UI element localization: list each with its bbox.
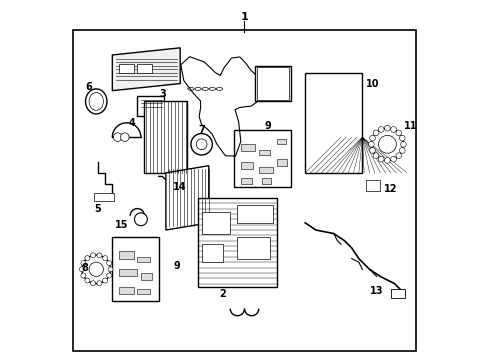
Circle shape <box>372 130 378 136</box>
Circle shape <box>384 125 389 131</box>
Circle shape <box>395 153 401 158</box>
Bar <box>119 64 134 73</box>
Text: 5: 5 <box>95 203 101 213</box>
Bar <box>233 130 290 187</box>
Circle shape <box>81 273 86 278</box>
Circle shape <box>378 135 395 153</box>
Bar <box>257 67 288 100</box>
Circle shape <box>134 213 147 226</box>
Bar <box>94 193 114 202</box>
Bar <box>198 198 276 287</box>
Polygon shape <box>112 48 180 91</box>
Circle shape <box>196 139 206 150</box>
Text: 6: 6 <box>85 82 92 92</box>
Polygon shape <box>165 166 208 230</box>
Text: 3: 3 <box>159 89 165 99</box>
Bar <box>390 289 405 298</box>
Circle shape <box>102 256 107 261</box>
Circle shape <box>97 281 102 286</box>
Text: 10: 10 <box>365 78 379 89</box>
Circle shape <box>85 256 90 261</box>
Text: 11: 11 <box>403 121 416 131</box>
Circle shape <box>121 133 129 141</box>
Circle shape <box>106 261 111 266</box>
Circle shape <box>90 253 95 258</box>
Circle shape <box>108 267 113 272</box>
Bar <box>365 180 380 191</box>
Circle shape <box>384 157 389 163</box>
Circle shape <box>90 281 95 286</box>
Text: 7: 7 <box>198 125 204 135</box>
Bar <box>137 289 149 294</box>
Circle shape <box>378 156 383 162</box>
Circle shape <box>369 135 375 141</box>
Circle shape <box>102 278 107 283</box>
Circle shape <box>106 273 111 278</box>
Ellipse shape <box>85 89 107 114</box>
Text: 1: 1 <box>240 13 248 22</box>
Text: 2: 2 <box>219 289 226 299</box>
Circle shape <box>395 130 401 136</box>
Bar <box>141 273 151 280</box>
Text: 9: 9 <box>173 261 180 271</box>
Bar <box>137 64 151 73</box>
Circle shape <box>372 153 378 158</box>
Circle shape <box>97 253 102 258</box>
Circle shape <box>367 141 373 147</box>
Circle shape <box>390 156 396 162</box>
Text: 15: 15 <box>115 220 128 230</box>
Circle shape <box>113 133 122 141</box>
Circle shape <box>85 278 90 283</box>
Text: 14: 14 <box>173 182 186 192</box>
Bar <box>305 73 362 173</box>
Bar <box>255 66 290 102</box>
Bar <box>119 287 134 294</box>
Circle shape <box>190 134 212 155</box>
Bar <box>237 237 269 258</box>
Text: 12: 12 <box>383 184 397 194</box>
Circle shape <box>370 128 403 160</box>
Bar <box>119 269 137 276</box>
Bar <box>137 96 164 116</box>
Circle shape <box>378 127 383 132</box>
Bar <box>201 244 223 262</box>
Bar <box>137 257 149 262</box>
Circle shape <box>89 262 103 276</box>
Circle shape <box>369 148 375 153</box>
Ellipse shape <box>89 93 103 111</box>
Bar <box>262 178 271 184</box>
Circle shape <box>81 261 86 266</box>
Bar <box>241 144 255 152</box>
Bar <box>276 139 285 144</box>
Circle shape <box>80 267 84 272</box>
Text: 4: 4 <box>128 118 135 128</box>
Text: 8: 8 <box>81 262 88 273</box>
Bar <box>144 102 187 173</box>
Bar <box>119 251 134 258</box>
Circle shape <box>400 141 406 147</box>
Circle shape <box>399 135 404 141</box>
Bar <box>201 212 230 234</box>
Bar <box>241 162 253 169</box>
Text: 9: 9 <box>264 121 270 131</box>
Circle shape <box>82 255 110 284</box>
Circle shape <box>390 127 396 132</box>
Bar <box>241 178 251 184</box>
Bar <box>258 167 272 173</box>
Bar <box>237 205 272 223</box>
Text: 13: 13 <box>369 286 382 296</box>
Circle shape <box>399 148 404 153</box>
Bar <box>276 158 287 166</box>
Bar <box>258 150 269 155</box>
Bar <box>112 237 159 301</box>
